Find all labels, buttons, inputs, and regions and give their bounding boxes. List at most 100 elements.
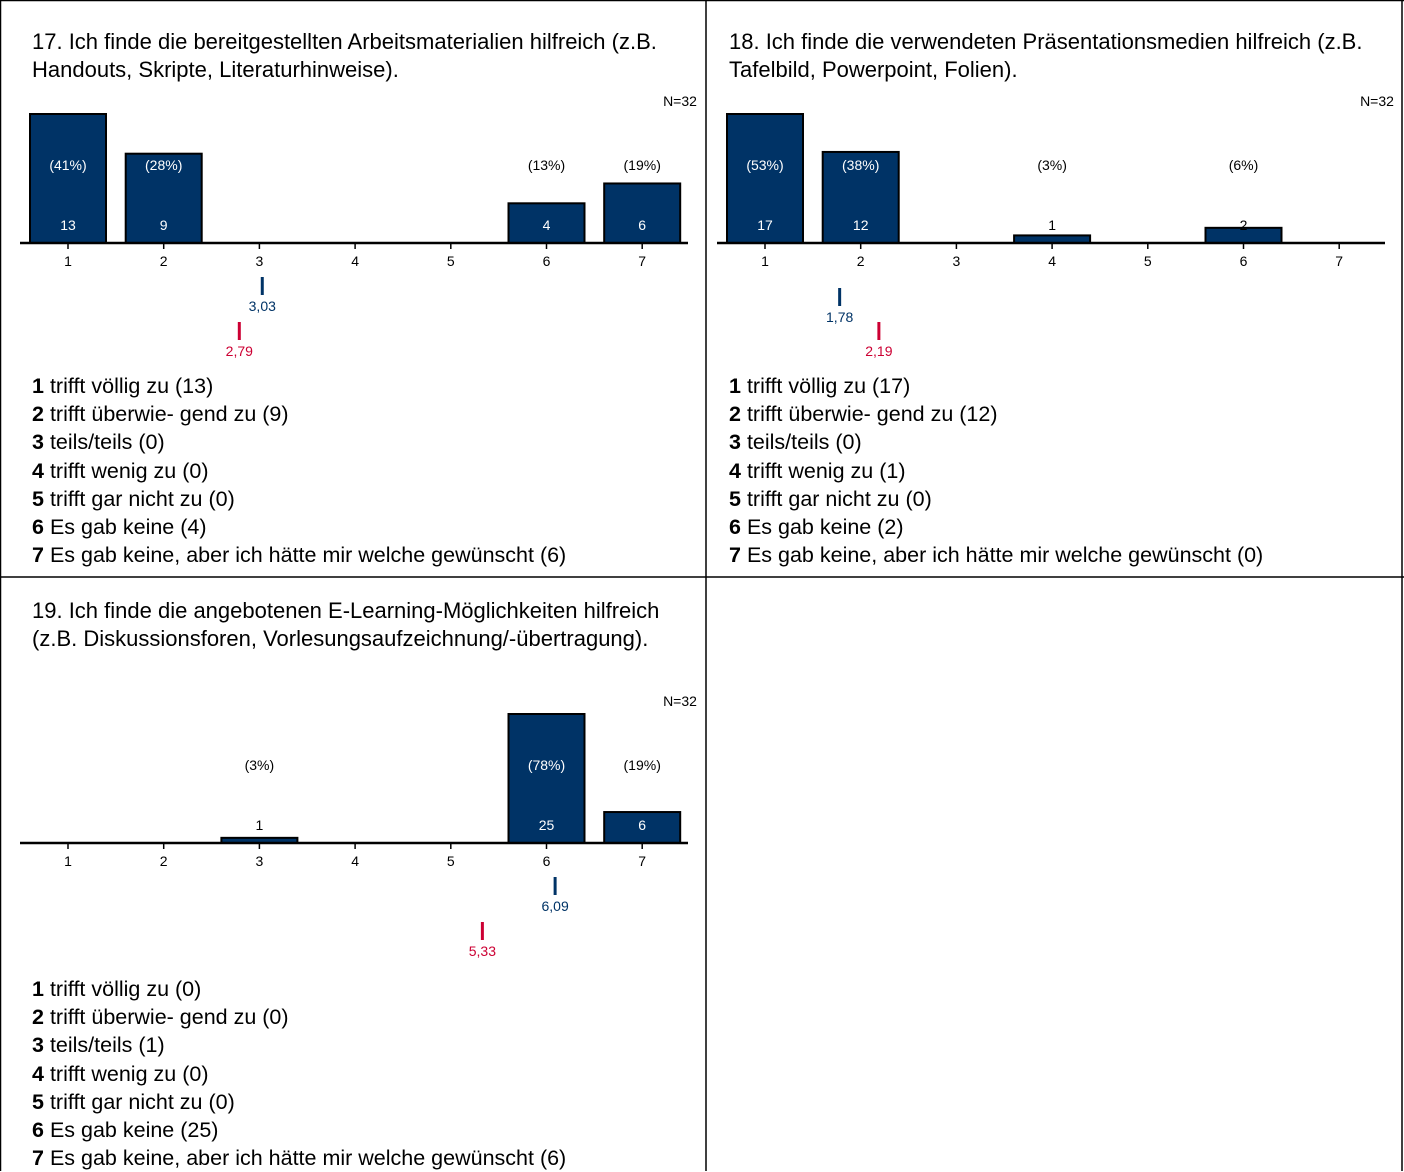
tick-label: 5 (1144, 253, 1152, 269)
count-label: 25 (539, 817, 555, 833)
legend-item: 4 trifft wenig zu (0) (32, 1060, 566, 1088)
count-label: 1 (1048, 217, 1056, 233)
legend-code: 3 (32, 1033, 44, 1058)
legend-text: Es gab keine (2) (746, 515, 904, 540)
legend-code: 1 (729, 374, 741, 398)
legend-code: 4 (32, 458, 44, 483)
legend-code: 4 (32, 1061, 44, 1086)
bar (507, 202, 586, 244)
legend-code: 6 (729, 515, 741, 540)
question-title: 17. Ich finde die bereitgestellten Arbei… (32, 29, 657, 82)
bar-chart: N=32 (53%) 17 1 (38%) 12 2 3 (3%) 1 4 5 (6%) 2 6 7 1,78 2… (717, 93, 1394, 359)
count-label: 12 (853, 217, 869, 233)
count-label: 1 (256, 817, 264, 833)
legend-code: 1 (32, 977, 44, 1001)
n-label: N=32 (1360, 93, 1394, 109)
legend-text: teils/teils (1) (49, 1033, 165, 1058)
legend-item: 2 trifft überwie- gend zu (12) (729, 400, 1263, 428)
legend-code: 2 (729, 402, 741, 427)
legend-code: 5 (32, 486, 44, 511)
legend-code: 3 (729, 430, 741, 455)
legend: 1 trifft völlig zu (0) 2 trifft überwie-… (32, 975, 566, 1172)
tick-label: 1 (761, 253, 769, 269)
legend-text: trifft völlig zu (17) (746, 374, 911, 398)
legend-text: trifft völlig zu (13) (49, 374, 214, 398)
legend-item: 3 teils/teils (1) (32, 1031, 566, 1059)
percent-label: (13%) (528, 157, 565, 173)
percent-label: (3%) (245, 757, 275, 773)
legend-text: trifft wenig zu (1) (746, 458, 906, 483)
count-label: 6 (638, 817, 646, 833)
count-label: 2 (1240, 217, 1248, 233)
percent-label: (38%) (842, 157, 879, 173)
legend: 1 trifft völlig zu (13) 2 trifft überwie… (32, 372, 566, 569)
legend-code: 3 (32, 430, 44, 455)
bar (726, 113, 804, 244)
percent-label: (3%) (1037, 157, 1067, 173)
bar (29, 113, 107, 244)
legend-item: 5 trifft gar nicht zu (0) (32, 1088, 566, 1116)
mean-marker-label: 1,78 (826, 309, 853, 325)
legend-item: 2 trifft überwie- gend zu (0) (32, 1003, 566, 1031)
mean-marker-label: 2,19 (865, 343, 892, 359)
n-label: N=32 (663, 693, 697, 709)
bar (124, 152, 203, 244)
bar (603, 811, 682, 844)
count-label: 4 (543, 217, 551, 233)
legend-text: Es gab keine (4) (49, 515, 207, 540)
bar (821, 150, 900, 244)
tick-label: 4 (351, 253, 359, 269)
n-label: N=32 (663, 93, 697, 109)
legend-text: trifft überwie- gend zu (12) (746, 402, 998, 427)
tick-label: 6 (1240, 253, 1248, 269)
bar-chart: N=32 (41%) 13 1 (28%) 9 2 3 4 5 (13%) 4 6 (19%) 6 7 3,03… (20, 93, 697, 359)
legend-text: trifft gar nicht zu (0) (49, 486, 235, 511)
panel-q19: 19. Ich finde die angebotenen E-Learning… (0, 598, 706, 1172)
legend-code: 6 (32, 515, 44, 540)
legend-text: teils/teils (0) (49, 430, 165, 455)
legend-item: 7 Es gab keine, aber ich hätte mir welch… (32, 541, 566, 569)
legend-text: trifft völlig zu (0) (49, 977, 202, 1001)
tick-label: 6 (543, 853, 551, 869)
legend-text: trifft gar nicht zu (0) (49, 1089, 235, 1114)
mean-marker-label: 3,03 (249, 298, 276, 314)
bar-chart: N=32 1 2 (3%) 1 3 4 5 (78%) 25 6 (19%) 6 7 6,09 5,33 (20, 693, 697, 959)
bar (603, 182, 682, 244)
percent-label: (28%) (145, 157, 182, 173)
legend-text: teils/teils (0) (746, 430, 862, 455)
legend-code: 5 (729, 486, 741, 511)
panel-q17: 17. Ich finde die bereitgestellten Arbei… (0, 0, 706, 577)
tick-label: 4 (1048, 253, 1056, 269)
legend-item: 3 teils/teils (0) (729, 428, 1263, 456)
tick-label: 5 (447, 253, 455, 269)
count-label: 13 (60, 217, 76, 233)
tick-label: 2 (857, 253, 865, 269)
legend-code: 2 (32, 1005, 44, 1030)
legend-item: 7 Es gab keine, aber ich hätte mir welch… (32, 1144, 566, 1172)
legend-code: 7 (729, 543, 741, 568)
percent-label: (41%) (49, 157, 86, 173)
count-label: 9 (160, 217, 168, 233)
legend-text: Es gab keine, aber ich hätte mir welche … (49, 1146, 567, 1171)
count-label: 17 (757, 217, 773, 233)
legend-item: 1 trifft völlig zu (17) (729, 372, 1263, 400)
legend-text: trifft überwie- gend zu (9) (49, 402, 289, 427)
question-title: 18. Ich finde die verwendeten Präsentati… (729, 29, 1363, 82)
bar (507, 713, 586, 844)
legend-item: 2 trifft überwie- gend zu (9) (32, 400, 566, 428)
legend-code: 2 (32, 402, 44, 427)
tick-label: 3 (256, 853, 264, 869)
legend-text: trifft überwie- gend zu (0) (49, 1005, 289, 1030)
legend-item: 5 trifft gar nicht zu (0) (32, 485, 566, 513)
tick-label: 4 (351, 853, 359, 869)
legend-text: Es gab keine, aber ich hätte mir welche … (746, 543, 1264, 568)
tick-label: 2 (160, 253, 168, 269)
mean-marker-label: 6,09 (541, 898, 568, 914)
legend-text: trifft gar nicht zu (0) (746, 486, 932, 511)
legend-code: 6 (32, 1118, 44, 1143)
legend-code: 7 (32, 543, 44, 568)
question-title: 19. Ich finde die angebotenen E-Learning… (32, 598, 660, 651)
percent-label: (53%) (746, 157, 783, 173)
tick-label: 1 (64, 853, 72, 869)
